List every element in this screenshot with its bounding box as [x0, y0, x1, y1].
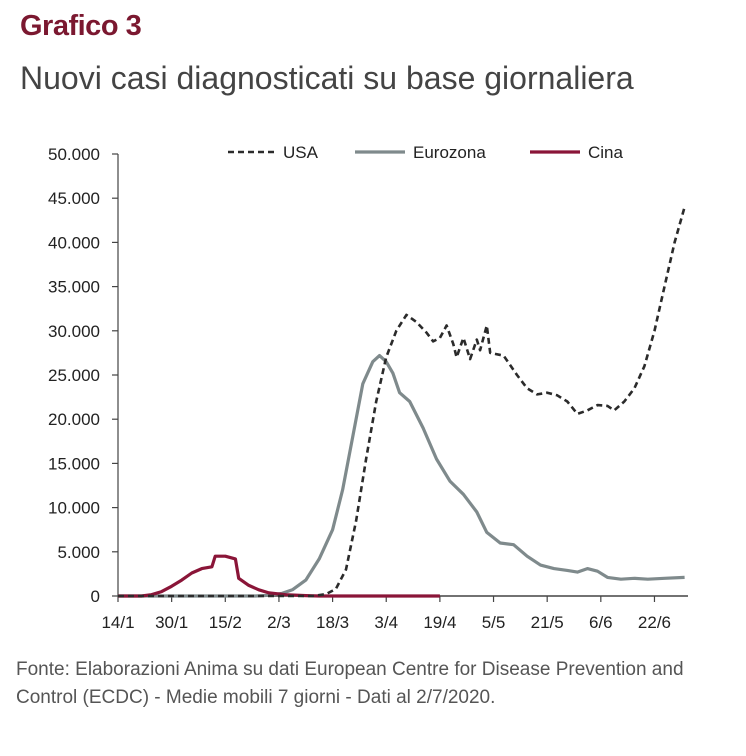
y-tick-label: 5.000 [57, 543, 100, 562]
series-line-usa [118, 206, 686, 598]
x-tick-label: 21/5 [531, 613, 564, 632]
x-tick-label: 15/2 [209, 613, 242, 632]
x-tick-label: 18/3 [316, 613, 349, 632]
line-chart: USA Eurozona Cina 0 5.000 10.000 15.000 20.000… [48, 143, 688, 632]
x-tick-label: 5/5 [482, 613, 506, 632]
y-tick-label: 50.000 [48, 145, 100, 164]
chart-label: Grafico 3 [20, 10, 142, 42]
y-axis: 0 5.000 10.000 15.000 20.000 25.000 30.000 35.0… [48, 145, 119, 606]
x-tick-label: 3/4 [374, 613, 398, 632]
y-tick-label: 0 [91, 587, 100, 606]
legend-label-eurozona: Eurozona [413, 143, 486, 162]
legend-label-usa: USA [283, 143, 319, 162]
y-tick-label: 30.000 [48, 322, 100, 341]
legend-label-cina: Cina [588, 143, 624, 162]
legend: USA Eurozona Cina [228, 143, 624, 162]
series-line-eurozona [118, 354, 685, 598]
chart-title: Nuovi casi diagnosticati su base giornal… [20, 60, 634, 96]
x-tick-label: 19/4 [423, 613, 456, 632]
series-line-cina [118, 554, 440, 598]
y-tick-label: 45.000 [48, 189, 100, 208]
x-tick-label: 22/6 [638, 613, 671, 632]
y-tick-label: 10.000 [48, 499, 100, 518]
y-tick-label: 35.000 [48, 278, 100, 297]
x-tick-label: 30/1 [155, 613, 188, 632]
y-tick-label: 25.000 [48, 366, 100, 385]
x-axis: 14/1 30/1 15/2 2/3 18/3 3/4 19/4 5/5 21/5 6/6 22/6 [101, 595, 688, 632]
plot-area [118, 206, 686, 598]
x-tick-label: 14/1 [101, 613, 134, 632]
y-tick-label: 20.000 [48, 410, 100, 429]
x-tick-label: 2/3 [267, 613, 291, 632]
y-tick-label: 40.000 [48, 233, 100, 252]
source-note: Fonte: Elaborazioni Anima su dati Europe… [16, 659, 684, 708]
x-tick-label: 6/6 [589, 613, 613, 632]
y-tick-label: 15.000 [48, 454, 100, 473]
